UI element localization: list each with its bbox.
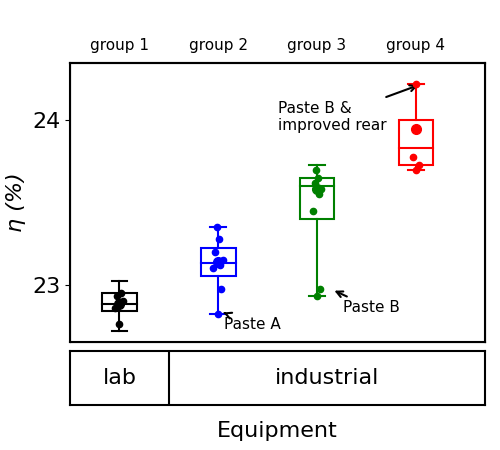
Text: lab: lab (102, 368, 136, 388)
Text: Paste B: Paste B (336, 292, 400, 315)
Text: industrial: industrial (274, 368, 379, 388)
Text: Paste B &
improved rear: Paste B & improved rear (278, 86, 416, 133)
Y-axis label: η (%): η (%) (6, 173, 26, 232)
Text: Paste A: Paste A (224, 313, 281, 332)
Text: Equipment: Equipment (217, 421, 338, 441)
Bar (300, 178, 334, 219)
Bar (398, 121, 433, 165)
Bar (201, 248, 235, 276)
Bar (102, 293, 136, 311)
